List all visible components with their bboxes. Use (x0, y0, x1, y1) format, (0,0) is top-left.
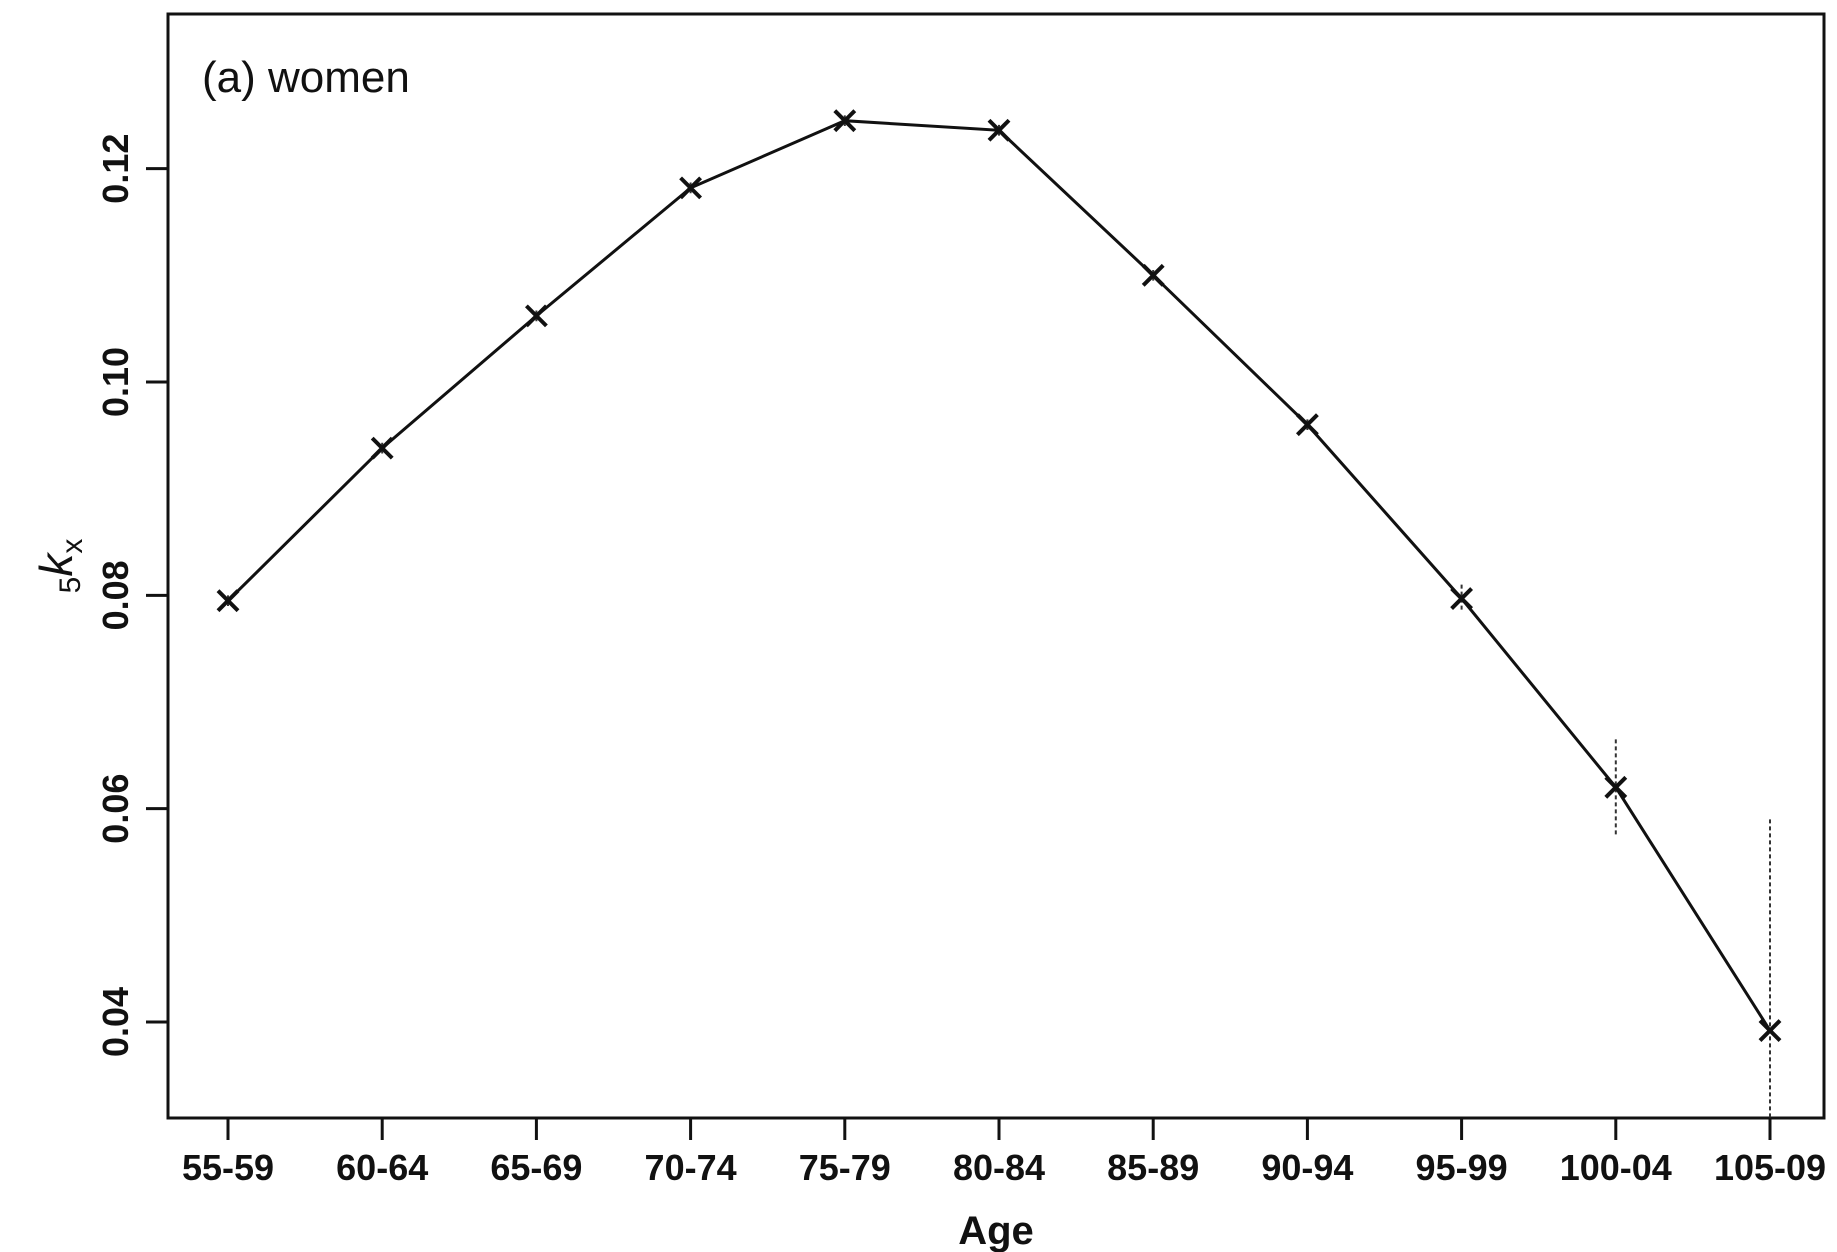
x-tick-label: 55-59 (182, 1147, 274, 1188)
x-tick-label: 80-84 (953, 1147, 1045, 1188)
x-tick-label: 90-94 (1261, 1147, 1353, 1188)
y-tick-label: 0.06 (95, 774, 136, 844)
plot-frame (166, 12, 1826, 1120)
x-tick-label: 85-89 (1107, 1147, 1199, 1188)
x-tick-label: 75-79 (799, 1147, 891, 1188)
data-point (370, 436, 394, 460)
x-axis-title: Age (958, 1209, 1034, 1252)
y-tick-label: 0.08 (95, 560, 136, 630)
y-tick-label: 0.10 (95, 347, 136, 417)
y-tick-label: 0.04 (95, 987, 136, 1057)
data-points (216, 109, 1782, 1042)
x-tick-label: 70-74 (645, 1147, 737, 1188)
data-point (1604, 775, 1628, 799)
data-point (524, 304, 548, 328)
y-axis-title-sub: x (56, 539, 89, 554)
error-bars (227, 115, 1771, 1118)
data-point (1758, 1019, 1782, 1042)
x-axis: 55-59 60-64 65-69 70-74 75-79 80-84 85-89 90-94… (182, 1118, 1826, 1188)
x-tick-label: 65-69 (490, 1147, 582, 1188)
data-point (1295, 413, 1319, 437)
x-tick-label: 95-99 (1416, 1147, 1508, 1188)
x-tick-label: 100-04 (1560, 1147, 1672, 1188)
panel-label: (a) women (202, 53, 410, 102)
svg-text:5kx: 5kx (30, 539, 89, 594)
data-point (1141, 263, 1165, 287)
y-axis: 0.04 0.06 0.08 0.10 0.12 (95, 134, 168, 1057)
x-tick-label: 105-09 (1714, 1147, 1826, 1188)
y-tick-label: 0.12 (95, 134, 136, 204)
y-axis-title-main: k (30, 552, 82, 577)
data-point (1450, 587, 1474, 610)
y-axis-title-prefix: 5 (54, 577, 87, 594)
data-point (987, 118, 1011, 142)
data-point (216, 589, 240, 613)
x-tick-label: 60-64 (336, 1147, 428, 1188)
y-axis-title: 5kx (30, 539, 89, 594)
data-point (679, 176, 703, 200)
series-line (226, 119, 1772, 1032)
data-point (833, 109, 857, 133)
